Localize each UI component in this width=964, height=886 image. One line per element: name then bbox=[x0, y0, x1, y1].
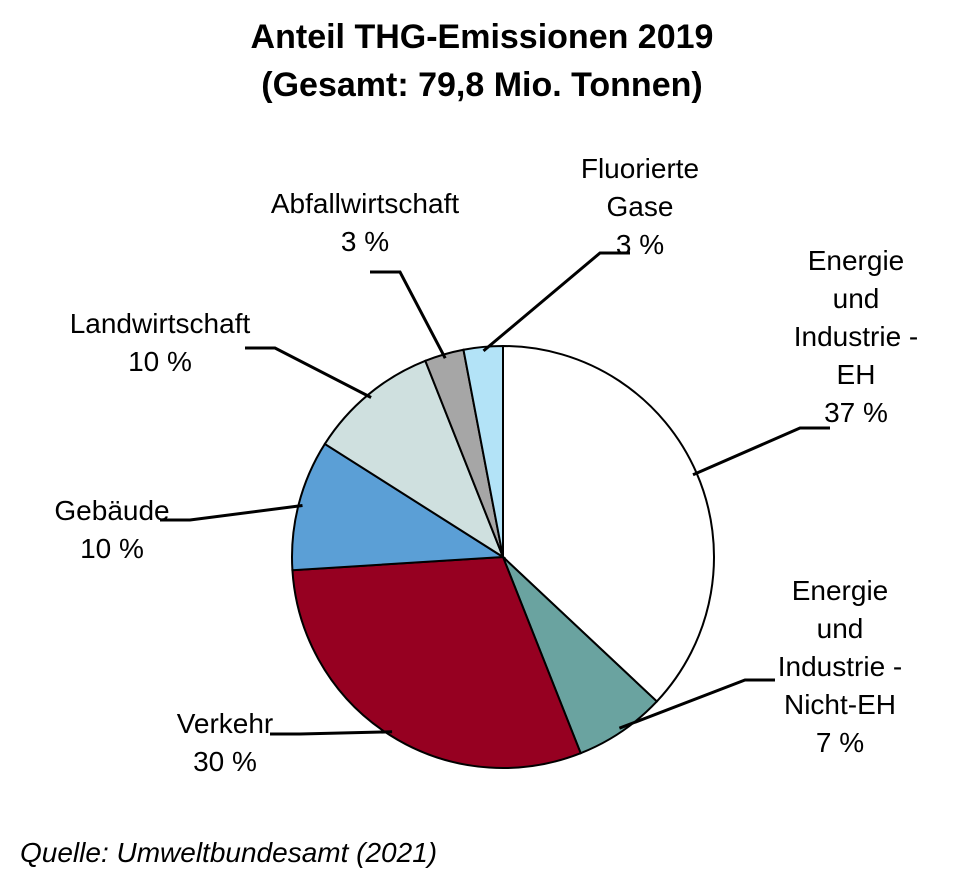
slice-label-landwirtschaft-0: Landwirtschaft bbox=[70, 308, 251, 339]
leader-line-verkehr bbox=[270, 730, 393, 736]
slice-value-gebäude: 10 % bbox=[80, 533, 144, 564]
slice-value-fluorierte-gase: 3 % bbox=[616, 229, 664, 260]
pie-slices bbox=[291, 344, 715, 769]
slice-label-fluorierte-gase-0: Fluorierte bbox=[581, 153, 699, 184]
slice-label-energie-und-industrie-nicht-eh-1: und bbox=[817, 613, 864, 644]
slice-value-verkehr: 30 % bbox=[193, 746, 257, 777]
slice-labels: Energie und Industrie - EH 37 % Energie und Ind… bbox=[54, 153, 918, 777]
pie-slice-fluorierte-gase bbox=[462, 344, 504, 558]
slice-value-landwirtschaft: 10 % bbox=[128, 346, 192, 377]
slice-label-energie-und-industrie-nicht-eh-2: Industrie - bbox=[778, 651, 903, 682]
leader-line-landwirtschaft bbox=[245, 346, 372, 399]
slice-label-verkehr-0: Verkehr bbox=[177, 708, 274, 739]
source-note: Quelle: Umweltbundesamt (2021) bbox=[20, 837, 437, 868]
slice-label-energie-und-industrie-nicht-eh-3: Nicht-EH bbox=[784, 689, 896, 720]
pie-slice-landwirtschaft bbox=[323, 359, 506, 560]
chart-title-line-2: (Gesamt: 79,8 Mio. Tonnen) bbox=[261, 66, 702, 104]
slice-value-energie-und-industrie-nicht-eh: 7 % bbox=[816, 727, 864, 758]
slice-label-fluorierte-gase-1: Gase bbox=[607, 191, 674, 222]
leader-line-energie-und-industrie-eh bbox=[692, 426, 830, 477]
slice-value-abfallwirtschaft: 3 % bbox=[341, 226, 389, 257]
slice-label-abfallwirtschaft-0: Abfallwirtschaft bbox=[271, 188, 460, 219]
slice-label-energie-und-industrie-eh-3: EH bbox=[837, 359, 876, 390]
leader-lines bbox=[160, 251, 830, 736]
slice-label-energie-und-industrie-nicht-eh-0: Energie bbox=[792, 575, 889, 606]
chart-title-line-1: Anteil THG-Emissionen 2019 bbox=[251, 18, 714, 56]
slice-label-gebäude-0: Gebäude bbox=[54, 495, 169, 526]
leader-line-fluorierte-gase bbox=[482, 251, 630, 353]
leader-line-abfallwirtschaft bbox=[370, 270, 447, 359]
pie-slice-verkehr bbox=[291, 555, 582, 769]
slice-value-energie-und-industrie-eh: 37 % bbox=[824, 397, 888, 428]
slice-label-energie-und-industrie-eh-2: Industrie - bbox=[794, 321, 919, 352]
leader-line-gebäude bbox=[160, 504, 303, 522]
leader-line-energie-und-industrie-nicht-eh bbox=[618, 678, 775, 730]
slice-label-energie-und-industrie-eh-1: und bbox=[833, 283, 880, 314]
slice-label-energie-und-industrie-eh-0: Energie bbox=[808, 245, 905, 276]
